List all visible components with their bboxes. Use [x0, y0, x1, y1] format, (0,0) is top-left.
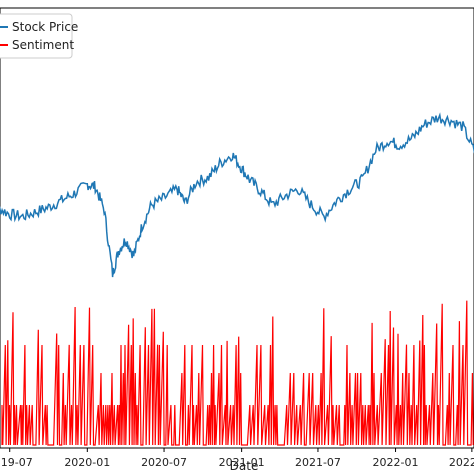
legend-label-stock-price: Stock Price — [12, 20, 78, 34]
x-tick-label: 2020-07 — [141, 456, 187, 469]
x-tick-label: 2020-01 — [64, 456, 110, 469]
sentiment-bars — [1, 300, 474, 446]
x-tick-label: 2022-01 — [373, 456, 419, 469]
legend-label-sentiment: Sentiment — [12, 38, 74, 52]
x-tick-label: 2022-07 — [449, 456, 474, 469]
stock-price-line — [0, 112, 474, 278]
x-tick-label: 2021-07 — [295, 456, 341, 469]
x-axis-ticks: 2019-07 2020-01 2020-07 2021-01 2021-07 2022-… — [0, 448, 474, 469]
sentiment-line — [1, 300, 474, 446]
x-tick-label: 2021-01 — [219, 456, 265, 469]
legend: Stock Price Sentiment — [0, 13, 78, 59]
x-axis-label: Date — [230, 459, 259, 473]
x-tick-label: 2019-07 — [0, 456, 33, 469]
legend-box — [0, 13, 73, 59]
